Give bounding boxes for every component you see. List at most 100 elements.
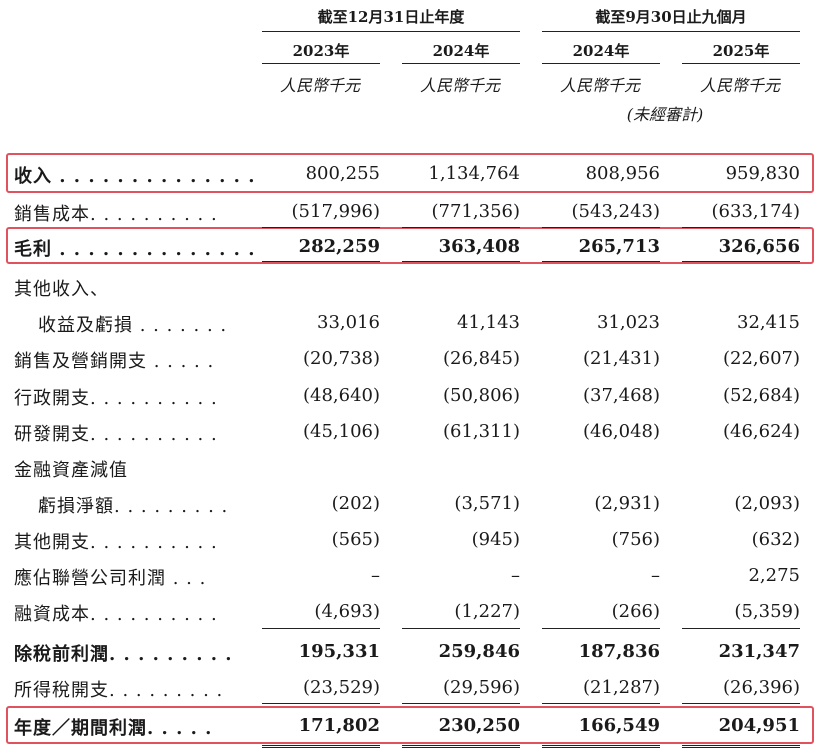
value-2023: (517,996)	[291, 201, 380, 222]
value-2025-interim: (22,607)	[722, 348, 800, 369]
row-label: 銷售及營銷開支 . . . . .	[14, 351, 215, 372]
row-label: 其他收入、	[14, 279, 109, 300]
total-double-rule	[262, 745, 380, 748]
subtotal-rule	[402, 628, 520, 629]
value-2024: (50,806)	[442, 385, 520, 406]
value-2023: (4,693)	[314, 601, 380, 622]
row-finance-costs: 融資成本. . . . . . . . . . (4,693) (1,227) …	[0, 593, 831, 629]
value-2024: (29,596)	[442, 677, 520, 698]
subtotal-rule	[262, 261, 380, 262]
value-2025-interim: 231,347	[718, 641, 800, 662]
value-2024: 230,250	[438, 715, 520, 736]
value-2024-interim: (543,243)	[571, 201, 660, 222]
year-underline	[262, 63, 380, 64]
value-2024-interim: (37,468)	[582, 385, 660, 406]
row-other-expenses: 其他開支. . . . . . . . . . (565) (945) (756…	[0, 521, 831, 557]
header-group-line	[542, 31, 800, 32]
value-2025-interim: (633,174)	[711, 201, 800, 222]
subtotal-rule	[542, 227, 660, 228]
row-other-income-heading: 其他收入、	[0, 268, 831, 304]
row-label: 金融資產減值	[14, 460, 128, 481]
total-double-rule	[682, 745, 800, 748]
row-label: 研發開支. . . . . . . . . .	[14, 424, 218, 445]
unit-label: 人民幣千元	[699, 76, 780, 95]
unaudited-note: (未經審計)	[626, 105, 704, 124]
subtotal-rule	[682, 261, 800, 262]
value-2023: 33,016	[317, 312, 380, 333]
value-2024: 363,408	[438, 236, 520, 257]
subtotal-rule	[262, 227, 380, 228]
row-administrative: 行政開支. . . . . . . . . . (48,640) (50,806…	[0, 377, 831, 413]
row-other-gains-losses: 收益及虧損 . . . . . . . 33,016 41,143 31,023…	[0, 304, 831, 340]
row-label: 除稅前利潤. . . . . . . . .	[14, 644, 233, 665]
value-2023: (565)	[331, 529, 380, 550]
header-group-line	[262, 31, 520, 32]
row-revenue: 收入 . . . . . . . . . . . . . . 800,255 1…	[0, 155, 831, 191]
row-gross-profit: 毛利 . . . . . . . . . . . . . . 282,259 3…	[0, 228, 831, 264]
year-header-2024: 2024年	[432, 42, 490, 60]
row-selling-marketing: 銷售及營銷開支 . . . . . (20,738) (26,845) (21,…	[0, 340, 831, 376]
row-impairment-heading: 金融資產減值	[0, 449, 831, 485]
subtotal-rule	[262, 628, 380, 629]
value-2024: 259,846	[438, 641, 520, 662]
total-double-rule	[542, 745, 660, 748]
value-2024-interim: –	[651, 565, 660, 586]
value-2023: (23,529)	[302, 677, 380, 698]
subtotal-rule	[542, 628, 660, 629]
year-header-2023: 2023年	[292, 42, 350, 60]
header-group-nine-months: 截至9月30日止九個月	[595, 8, 747, 26]
row-research-development: 研發開支. . . . . . . . . . (45,106) (61,311…	[0, 413, 831, 449]
value-2025-interim: (632)	[751, 529, 800, 550]
row-label: 應佔聯營公司利潤 . . .	[14, 568, 207, 589]
value-2023: (20,738)	[302, 348, 380, 369]
value-2024: –	[511, 565, 520, 586]
highlight-revenue	[6, 153, 814, 193]
year-underline	[682, 63, 800, 64]
row-profit-before-tax: 除稅前利潤. . . . . . . . . 195,331 259,846 1…	[0, 633, 831, 669]
value-2025-interim: (2,093)	[734, 493, 800, 514]
value-2024-interim: (266)	[611, 601, 660, 622]
value-2024: 41,143	[457, 312, 520, 333]
value-2024-interim: 265,713	[578, 236, 660, 257]
header-group-fiscal-year: 截至12月31日止年度	[317, 8, 465, 26]
value-2024-interim: (2,931)	[594, 493, 660, 514]
value-2025-interim: (46,624)	[722, 421, 800, 442]
row-label: 行政開支. . . . . . . . . .	[14, 388, 218, 409]
subtotal-rule	[682, 227, 800, 228]
value-2023: 171,802	[298, 715, 380, 736]
year-header-2024-interim: 2024年	[572, 42, 630, 60]
value-2023: 800,255	[305, 163, 380, 184]
row-impairment-losses: 虧損淨額. . . . . . . . . (202) (3,571) (2,9…	[0, 485, 831, 521]
value-2024-interim: (21,287)	[582, 677, 660, 698]
row-profit-for-period: 年度／期間利潤. . . . . 171,802 230,250 166,549…	[0, 707, 831, 743]
highlight-gross-profit	[6, 227, 814, 264]
value-2025-interim: 2,275	[748, 565, 800, 586]
value-2025-interim: 326,656	[718, 236, 800, 257]
value-2025-interim: 959,830	[725, 163, 800, 184]
value-2024: (3,571)	[454, 493, 520, 514]
value-2023: (202)	[331, 493, 380, 514]
value-2023: (45,106)	[302, 421, 380, 442]
row-label: 毛利 . . . . . . . . . . . . . .	[14, 239, 256, 260]
value-2023: (48,640)	[302, 385, 380, 406]
year-underline	[542, 63, 660, 64]
value-2024: (945)	[471, 529, 520, 550]
value-2024: (771,356)	[431, 201, 520, 222]
row-share-of-associate: 應佔聯營公司利潤 . . . – – – 2,275	[0, 557, 831, 593]
row-cost-of-sales: 銷售成本. . . . . . . . . . (517,996) (771,3…	[0, 193, 831, 229]
subtotal-rule	[542, 261, 660, 262]
value-2024: (1,227)	[454, 601, 520, 622]
unit-label: 人民幣千元	[559, 76, 640, 95]
year-underline	[402, 63, 520, 64]
value-2024: (61,311)	[442, 421, 520, 442]
subtotal-rule	[682, 703, 800, 704]
row-label: 融資成本. . . . . . . . . .	[14, 604, 218, 625]
row-label: 收入 . . . . . . . . . . . . . .	[14, 166, 256, 187]
value-2025-interim: 32,415	[737, 312, 800, 333]
unit-label: 人民幣千元	[279, 76, 360, 95]
subtotal-rule	[402, 227, 520, 228]
row-label: 所得稅開支. . . . . . . . .	[14, 680, 224, 701]
subtotal-rule	[262, 703, 380, 704]
highlight-profit-for-period	[6, 706, 814, 744]
unit-label: 人民幣千元	[419, 76, 500, 95]
